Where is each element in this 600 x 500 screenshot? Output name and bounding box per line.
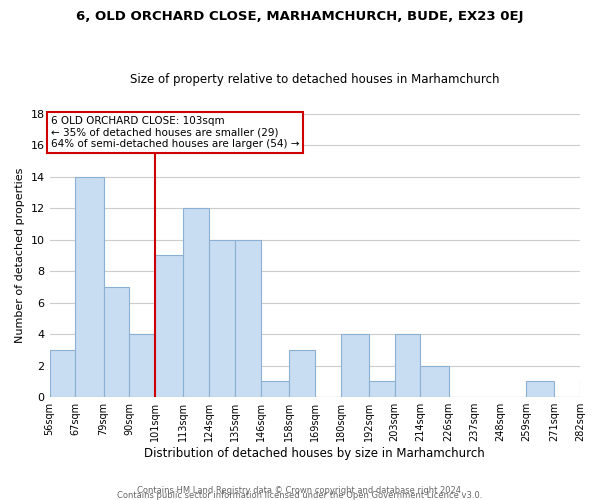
Bar <box>130 334 155 397</box>
Bar <box>395 334 421 397</box>
Y-axis label: Number of detached properties: Number of detached properties <box>15 168 25 343</box>
Text: 6 OLD ORCHARD CLOSE: 103sqm
← 35% of detached houses are smaller (29)
64% of sem: 6 OLD ORCHARD CLOSE: 103sqm ← 35% of det… <box>51 116 299 149</box>
Bar <box>235 240 261 397</box>
Bar <box>526 382 554 397</box>
Text: Contains HM Land Registry data © Crown copyright and database right 2024.: Contains HM Land Registry data © Crown c… <box>137 486 463 495</box>
Bar <box>289 350 315 397</box>
Bar <box>50 350 76 397</box>
Bar <box>155 256 184 397</box>
X-axis label: Distribution of detached houses by size in Marhamchurch: Distribution of detached houses by size … <box>145 447 485 460</box>
Bar <box>421 366 449 397</box>
Bar <box>341 334 369 397</box>
Bar <box>261 382 289 397</box>
Bar <box>76 176 104 397</box>
Bar <box>209 240 235 397</box>
Title: Size of property relative to detached houses in Marhamchurch: Size of property relative to detached ho… <box>130 73 500 86</box>
Text: 6, OLD ORCHARD CLOSE, MARHAMCHURCH, BUDE, EX23 0EJ: 6, OLD ORCHARD CLOSE, MARHAMCHURCH, BUDE… <box>76 10 524 23</box>
Bar <box>104 287 130 397</box>
Bar <box>580 382 600 397</box>
Bar <box>369 382 395 397</box>
Text: Contains public sector information licensed under the Open Government Licence v3: Contains public sector information licen… <box>118 491 482 500</box>
Bar <box>184 208 209 397</box>
